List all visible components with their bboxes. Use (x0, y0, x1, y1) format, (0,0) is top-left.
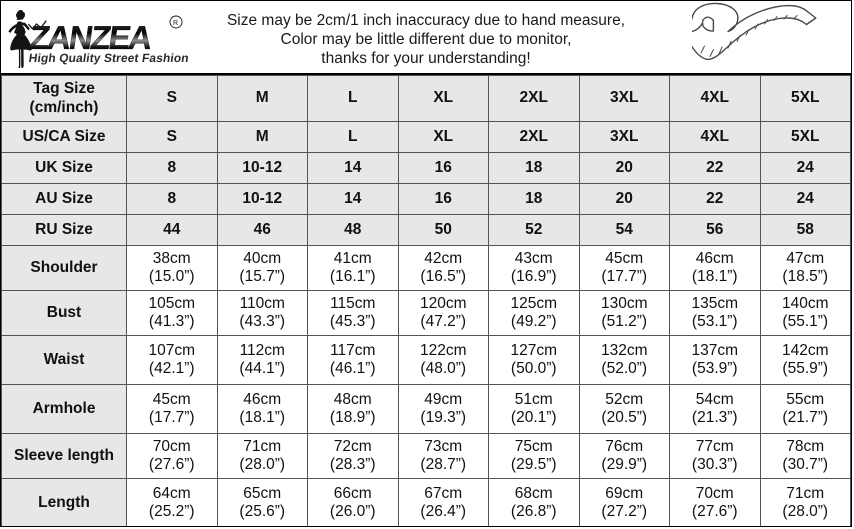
svg-text:High Quality Street Fashion: High Quality Street Fashion (28, 51, 190, 65)
svg-text:R: R (173, 20, 178, 27)
